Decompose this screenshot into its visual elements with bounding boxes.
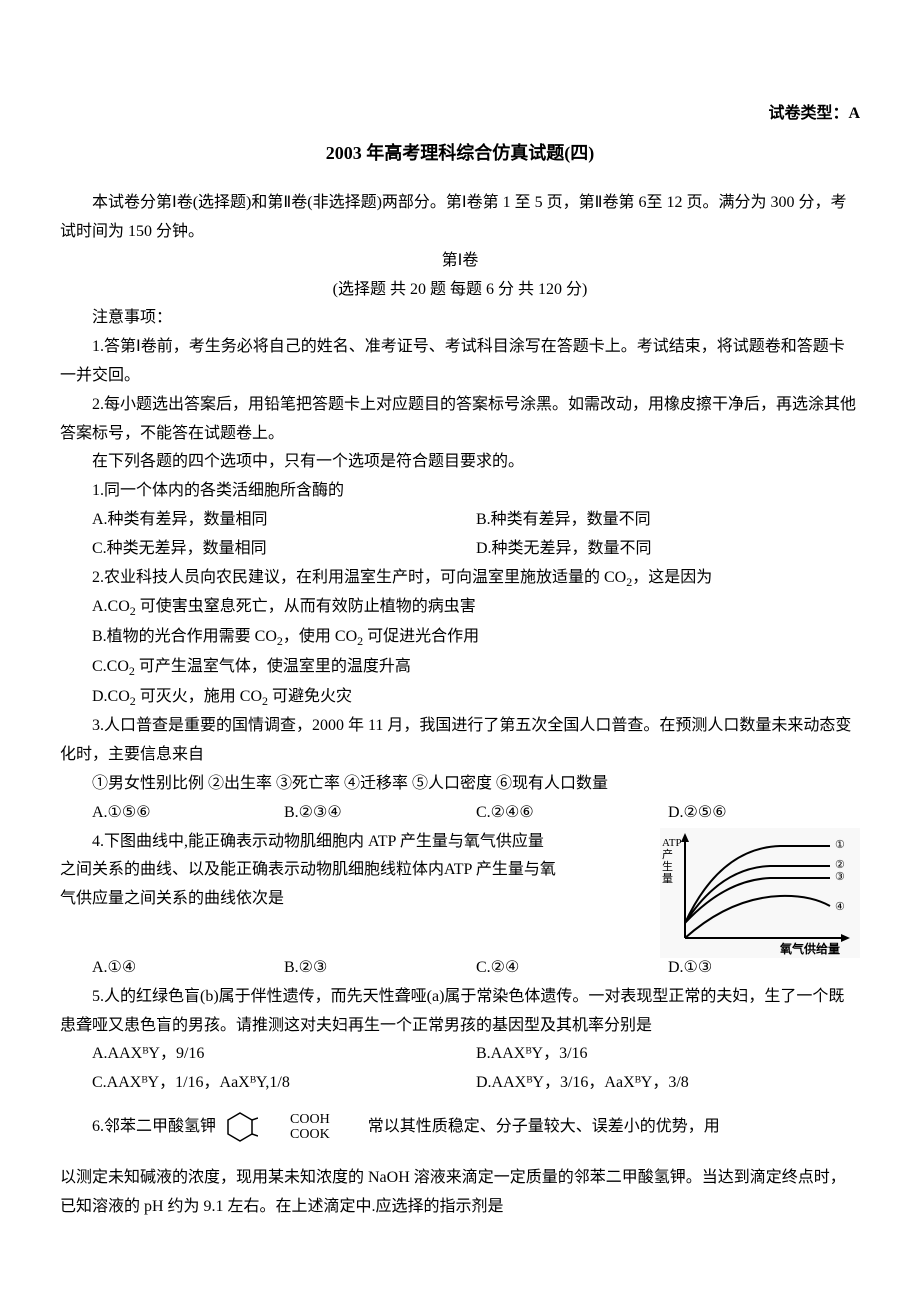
q2-b1: B.植物的光合作用需要 CO bbox=[92, 628, 277, 645]
q6-line1: 6.邻苯二甲酸氢钾 COOH COOK 常以其性质稳定、分子量较大、误差小的优势… bbox=[60, 1110, 860, 1144]
notice-2: 2.每小题选出答案后，用铅笔把答题卡上对应题目的答案标号涂黑。如需改动，用橡皮擦… bbox=[60, 391, 860, 449]
cooh-label: COOH bbox=[258, 1112, 330, 1127]
svg-text:②: ② bbox=[835, 859, 845, 871]
q1-options-row2: C.种类无差异，数量相同 D.种类无差异，数量不同 bbox=[60, 535, 860, 564]
q3-stem: 3.人口普查是重要的国情调查，2000 年 11 月，我国进行了第五次全国人口普… bbox=[60, 712, 860, 770]
q4-graph: ATP 产 生 量 ① ② ③ ④ 氧气供给量 bbox=[660, 828, 860, 958]
intro-text: 本试卷分第Ⅰ卷(选择题)和第Ⅱ卷(非选择题)两部分。第Ⅰ卷第 1 至 5 页，第… bbox=[60, 189, 860, 247]
q3-options: A.①⑤⑥ B.②③④ C.②④⑥ D.②⑤⑥ bbox=[60, 799, 860, 828]
benzene-icon bbox=[222, 1110, 258, 1144]
q2-d1: D.CO bbox=[92, 688, 130, 705]
q5-c: C.AAXᴮY，1/16，AaXᴮY,1/8 bbox=[92, 1069, 476, 1098]
q2-stem-p2: ，这是因为 bbox=[632, 569, 712, 586]
q5-d: D.AAXᴮY，3/16，AaXᴮY，3/8 bbox=[476, 1069, 860, 1098]
q2-c1: C.CO bbox=[92, 658, 129, 675]
q5-b: B.AAXᴮY，3/16 bbox=[476, 1040, 860, 1069]
q3-items: ①男女性别比例 ②出生率 ③死亡率 ④迁移率 ⑤人口密度 ⑥现有人口数量 bbox=[60, 770, 860, 799]
q2-c2: 可产生温室气体，使温室里的温度升高 bbox=[135, 658, 411, 675]
q4-stem: 4.下图曲线中,能正确表示动物肌细胞内 ATP 产生量与氧气供应量之间关系的曲线… bbox=[60, 828, 556, 914]
q2-a1: A.CO bbox=[92, 598, 130, 615]
q5-row2: C.AAXᴮY，1/16，AaXᴮY,1/8 D.AAXᴮY，3/16，AaXᴮ… bbox=[60, 1069, 860, 1098]
q5-a: A.AAXᴮY，9/16 bbox=[92, 1040, 476, 1069]
q2-d: D.CO2 可灭火，施用 CO2 可避免火灾 bbox=[60, 683, 860, 713]
q6-pre: 6.邻苯二甲酸氢钾 bbox=[60, 1113, 216, 1142]
q3-c: C.②④⑥ bbox=[476, 799, 668, 828]
notice-1: 1.答第Ⅰ卷前，考生务必将自己的姓名、准考证号、考试科目涂写在答题卡上。考试结束… bbox=[60, 333, 860, 391]
q2-a2: 可使害虫窒息死亡，从而有效防止植物的病虫害 bbox=[136, 598, 476, 615]
q4-options: A.①④ B.②③ C.②④ D.①③ bbox=[60, 954, 860, 983]
instruction: 在下列各题的四个选项中，只有一个选项是符合题目要求的。 bbox=[60, 448, 860, 477]
exam-title: 2003 年高考理科综合仿真试题(四) bbox=[60, 137, 860, 169]
q2-d2: 可灭火，施用 CO bbox=[136, 688, 262, 705]
paper-type: 试卷类型：A bbox=[60, 100, 860, 129]
q1-c: C.种类无差异，数量相同 bbox=[92, 535, 476, 564]
q3-d: D.②⑤⑥ bbox=[668, 799, 860, 828]
q6-post: 常以其性质稳定、分子量较大、误差小的优势，用 bbox=[336, 1113, 720, 1142]
q4-a: A.①④ bbox=[92, 954, 284, 983]
svg-text:③: ③ bbox=[835, 871, 845, 883]
q2-d3: 可避免火灾 bbox=[268, 688, 352, 705]
section-subtitle: (选择题 共 20 题 每题 6 分 共 120 分) bbox=[60, 276, 860, 305]
q4-b: B.②③ bbox=[284, 954, 476, 983]
q3-a: A.①⑤⑥ bbox=[92, 799, 284, 828]
q1-a: A.种类有差异，数量相同 bbox=[92, 506, 476, 535]
svg-text:氧气供给量: 氧气供给量 bbox=[779, 941, 840, 956]
q6-line2: 以测定未知碱液的浓度，现用某未知浓度的 NaOH 溶液来滴定一定质量的邻苯二甲酸… bbox=[60, 1164, 860, 1222]
q5-stem: 5.人的红绿色盲(b)属于伴性遗传，而先天性聋哑(a)属于常染色体遗传。一对表现… bbox=[60, 983, 860, 1041]
q2-a: A.CO2 可使害虫窒息死亡，从而有效防止植物的病虫害 bbox=[60, 593, 860, 623]
q1-stem: 1.同一个体内的各类活细胞所含酶的 bbox=[60, 477, 860, 506]
section-title: 第Ⅰ卷 bbox=[60, 247, 860, 276]
q3-b: B.②③④ bbox=[284, 799, 476, 828]
q2-stem-p1: 2.农业科技人员向农民建议，在利用温室生产时，可向温室里施放适量的 CO bbox=[92, 569, 626, 586]
svg-text:④: ④ bbox=[835, 901, 845, 913]
notice-title: 注意事项： bbox=[60, 304, 860, 333]
cook-label: COOK bbox=[258, 1127, 330, 1142]
q4-block: 4.下图曲线中,能正确表示动物肌细胞内 ATP 产生量与氧气供应量之间关系的曲线… bbox=[60, 828, 860, 914]
q4-d: D.①③ bbox=[668, 954, 860, 983]
q1-options-row1: A.种类有差异，数量相同 B.种类有差异，数量不同 bbox=[60, 506, 860, 535]
svg-text:量: 量 bbox=[662, 872, 673, 885]
ylabel: ATP bbox=[662, 837, 682, 849]
q1-b: B.种类有差异，数量不同 bbox=[476, 506, 860, 535]
q2-b: B.植物的光合作用需要 CO2，使用 CO2 可促进光合作用 bbox=[60, 623, 860, 653]
q2-b2: ，使用 CO bbox=[283, 628, 357, 645]
q2-b3: 可促进光合作用 bbox=[363, 628, 479, 645]
svg-text:生: 生 bbox=[662, 859, 673, 873]
svg-text:①: ① bbox=[835, 839, 845, 851]
svg-text:产: 产 bbox=[662, 847, 673, 861]
q4-c: C.②④ bbox=[476, 954, 668, 983]
q2-stem: 2.农业科技人员向农民建议，在利用温室生产时，可向温室里施放适量的 CO2，这是… bbox=[60, 564, 860, 594]
q5-row1: A.AAXᴮY，9/16 B.AAXᴮY，3/16 bbox=[60, 1040, 860, 1069]
q1-d: D.种类无差异，数量不同 bbox=[476, 535, 860, 564]
q2-c: C.CO2 可产生温室气体，使温室里的温度升高 bbox=[60, 653, 860, 683]
